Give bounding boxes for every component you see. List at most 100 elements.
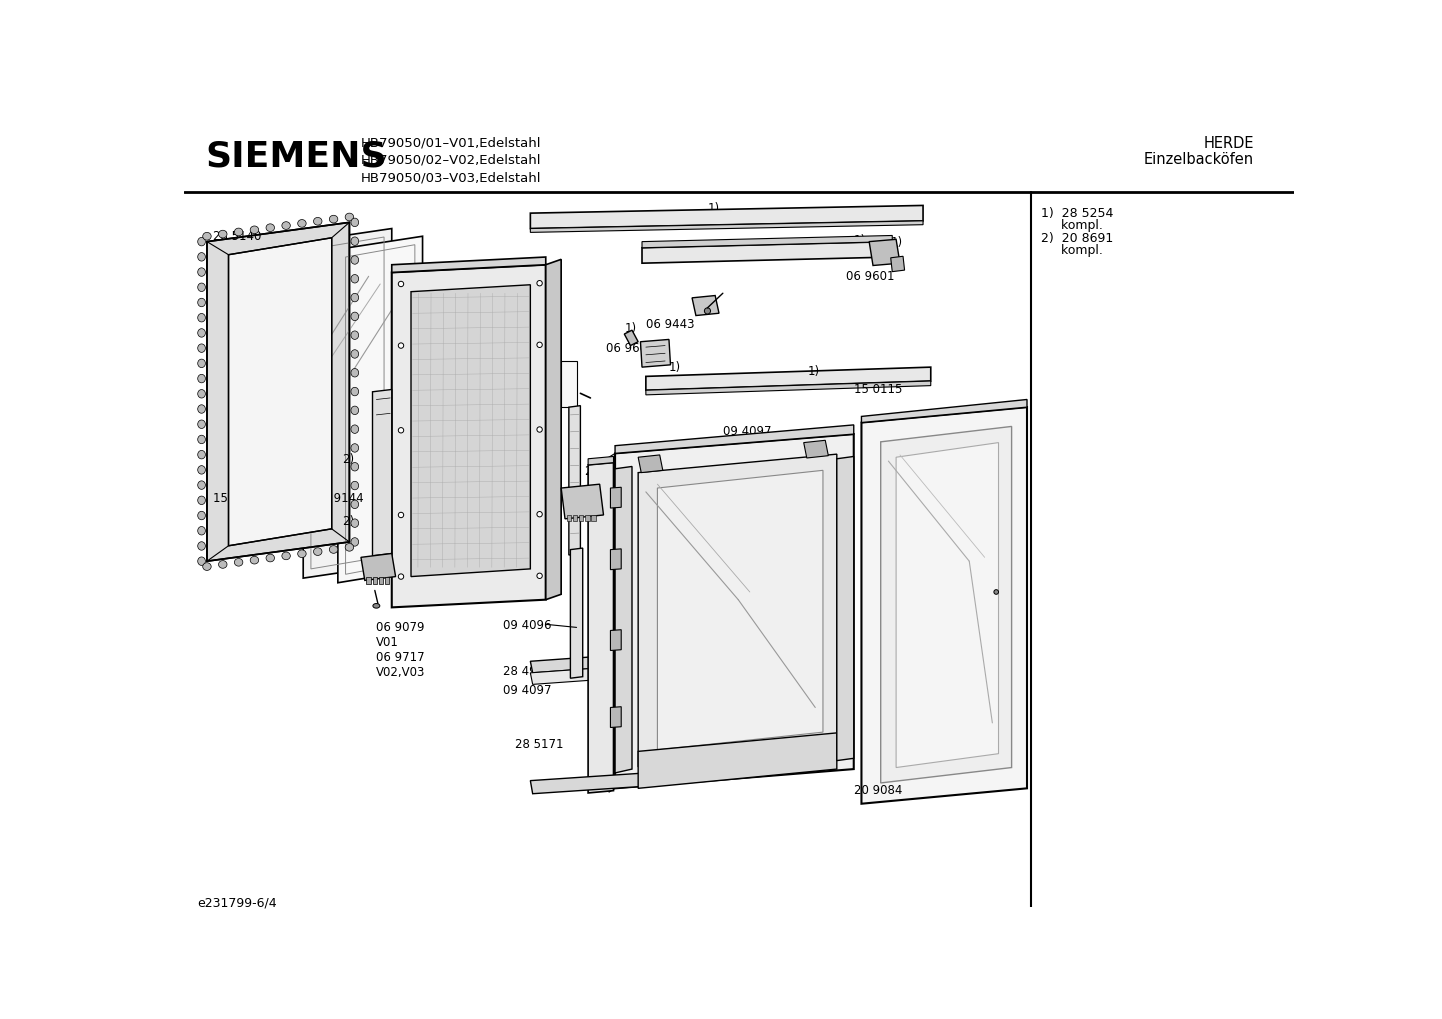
Circle shape <box>536 342 542 347</box>
Ellipse shape <box>203 232 211 240</box>
Polygon shape <box>568 406 580 555</box>
Text: 1): 1) <box>669 361 681 374</box>
Text: 09 4097: 09 4097 <box>722 425 771 438</box>
Text: 1): 1) <box>891 236 903 250</box>
Polygon shape <box>610 549 622 570</box>
Text: HB79050/02–V02,Edelstahl: HB79050/02–V02,Edelstahl <box>360 154 541 167</box>
Polygon shape <box>639 454 663 473</box>
Text: 09 4205: 09 4205 <box>280 499 329 513</box>
Ellipse shape <box>198 481 205 489</box>
Text: Einzelbacköfen: Einzelbacköfen <box>1144 152 1255 166</box>
Circle shape <box>398 513 404 518</box>
Polygon shape <box>531 221 923 232</box>
Ellipse shape <box>350 407 359 415</box>
Ellipse shape <box>198 512 205 520</box>
Ellipse shape <box>198 299 205 307</box>
Polygon shape <box>591 515 596 521</box>
Polygon shape <box>609 453 616 792</box>
Ellipse shape <box>281 552 290 559</box>
Polygon shape <box>531 773 647 794</box>
Ellipse shape <box>198 496 205 504</box>
Ellipse shape <box>329 215 337 223</box>
Ellipse shape <box>350 256 359 264</box>
Ellipse shape <box>350 463 359 471</box>
Ellipse shape <box>313 548 322 555</box>
Ellipse shape <box>198 527 205 535</box>
Ellipse shape <box>198 420 205 428</box>
Circle shape <box>536 427 542 432</box>
Polygon shape <box>624 330 639 345</box>
Circle shape <box>536 280 542 286</box>
Text: 1)  28 5254: 1) 28 5254 <box>1041 207 1113 220</box>
Polygon shape <box>561 484 604 519</box>
Polygon shape <box>891 256 904 272</box>
Circle shape <box>536 512 542 517</box>
Ellipse shape <box>350 237 359 246</box>
Ellipse shape <box>350 538 359 546</box>
Ellipse shape <box>198 389 205 398</box>
Polygon shape <box>571 548 583 679</box>
Circle shape <box>398 281 404 286</box>
Ellipse shape <box>281 222 290 229</box>
Polygon shape <box>372 389 392 555</box>
Polygon shape <box>392 265 545 607</box>
Polygon shape <box>567 515 571 521</box>
Text: 2): 2) <box>372 538 385 551</box>
Ellipse shape <box>265 224 274 231</box>
Text: 06 9601: 06 9601 <box>846 270 894 283</box>
Ellipse shape <box>198 405 205 414</box>
Text: SIEMENS: SIEMENS <box>205 140 386 174</box>
Ellipse shape <box>198 542 205 550</box>
Text: HB79050/03–V03,Edelstahl: HB79050/03–V03,Edelstahl <box>360 171 541 184</box>
Polygon shape <box>610 707 622 728</box>
Polygon shape <box>616 467 632 773</box>
Polygon shape <box>895 442 998 767</box>
Polygon shape <box>646 381 930 394</box>
Text: 28 5140: 28 5140 <box>213 230 261 244</box>
Polygon shape <box>392 257 545 272</box>
Polygon shape <box>640 339 671 367</box>
Polygon shape <box>545 260 561 599</box>
Ellipse shape <box>373 603 379 608</box>
Ellipse shape <box>198 343 205 353</box>
Ellipse shape <box>251 556 258 564</box>
Ellipse shape <box>350 387 359 395</box>
Polygon shape <box>616 434 854 789</box>
Polygon shape <box>228 237 332 546</box>
Polygon shape <box>639 733 836 789</box>
Polygon shape <box>861 399 1027 423</box>
Ellipse shape <box>198 359 205 368</box>
Polygon shape <box>692 296 720 316</box>
Polygon shape <box>360 553 395 581</box>
Polygon shape <box>411 284 531 577</box>
Text: 06 9079
V01
06 9717
V02,V03: 06 9079 V01 06 9717 V02,V03 <box>376 622 425 680</box>
Ellipse shape <box>350 312 359 321</box>
Polygon shape <box>531 206 923 228</box>
Polygon shape <box>531 653 640 673</box>
Ellipse shape <box>251 226 258 233</box>
Polygon shape <box>372 577 378 584</box>
Text: e231799-6/4: e231799-6/4 <box>198 896 277 909</box>
Polygon shape <box>379 577 384 584</box>
Text: HB79050/01–V01,Edelstahl: HB79050/01–V01,Edelstahl <box>360 137 541 149</box>
Text: HERDE: HERDE <box>1204 137 1255 151</box>
Text: 15 0115: 15 0115 <box>854 382 903 395</box>
Text: 06 9080
V01
06 9718
V02,V03: 06 9080 V01 06 9718 V02,V03 <box>508 538 557 596</box>
Ellipse shape <box>350 369 359 377</box>
Ellipse shape <box>265 554 274 561</box>
Ellipse shape <box>350 293 359 302</box>
Polygon shape <box>642 242 893 263</box>
Text: 15 0102: 15 0102 <box>213 492 261 504</box>
Polygon shape <box>881 426 1012 783</box>
Ellipse shape <box>350 425 359 433</box>
Polygon shape <box>337 236 423 583</box>
Ellipse shape <box>297 219 306 227</box>
Ellipse shape <box>297 550 306 557</box>
Polygon shape <box>303 228 392 578</box>
Ellipse shape <box>198 466 205 474</box>
Ellipse shape <box>350 274 359 283</box>
Ellipse shape <box>198 450 205 459</box>
Polygon shape <box>585 515 590 521</box>
Ellipse shape <box>350 500 359 508</box>
Polygon shape <box>616 425 854 453</box>
